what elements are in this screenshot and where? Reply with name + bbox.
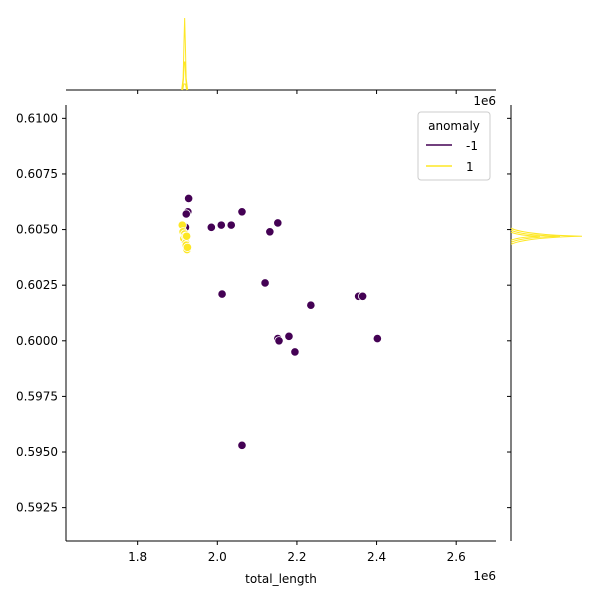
scatter-point bbox=[237, 207, 247, 217]
scatter-point bbox=[265, 227, 275, 237]
scatter-point bbox=[206, 222, 216, 232]
legend-frame bbox=[417, 111, 491, 181]
right-marginal-ticks bbox=[507, 117, 511, 509]
legend-title: anomaly bbox=[428, 119, 480, 133]
scatter-point bbox=[260, 278, 270, 288]
top-marginal-curves bbox=[181, 17, 189, 91]
top-marginal-kde-curve bbox=[182, 83, 188, 91]
legend-label-pos1: 1 bbox=[466, 160, 474, 174]
x-tick-label: 1.8 bbox=[128, 550, 147, 564]
x-tick-label: 2.2 bbox=[287, 550, 306, 564]
y-tick-label: 0.5925 bbox=[16, 501, 58, 515]
x-tick-label: 2.6 bbox=[447, 550, 466, 564]
scatter-point bbox=[182, 242, 193, 252]
x-offset-label: 1e6 bbox=[473, 569, 496, 583]
scatter-point bbox=[226, 220, 236, 230]
top-marginal-kde-curve bbox=[181, 61, 188, 91]
main-axes: 1.8 2.0 2.2 2.4 2.6 0.5925 0.5950 0.5975 0.6000… bbox=[16, 105, 496, 564]
x-tick-label: 2.0 bbox=[208, 550, 227, 564]
scatter-point bbox=[358, 291, 368, 301]
scatter-point bbox=[182, 231, 192, 241]
y-tick-label: 0.6075 bbox=[16, 167, 58, 181]
y-tick-label: 0.6025 bbox=[16, 278, 58, 292]
y-tick-label: 0.6000 bbox=[16, 334, 58, 348]
y-ticks: 0.5925 0.5950 0.5975 0.6000 0.6025 0.6050 0.60… bbox=[16, 111, 66, 515]
x-ticks: 1.8 2.0 2.2 2.4 2.6 bbox=[128, 541, 466, 564]
legend-label-neg1: -1 bbox=[466, 139, 478, 153]
right-marginal-kde-curve bbox=[510, 231, 541, 241]
scatter-point bbox=[372, 333, 382, 344]
scatter-point bbox=[237, 440, 247, 450]
y-tick-label: 0.6050 bbox=[16, 223, 58, 237]
scatter-point bbox=[181, 209, 191, 219]
scatter-point bbox=[216, 220, 226, 230]
scatter-point bbox=[184, 193, 194, 204]
top-marginal-kde-curve bbox=[181, 17, 189, 91]
scatter-points bbox=[177, 193, 382, 450]
y-offset-label: 1e6 bbox=[473, 94, 496, 108]
x-tick-label: 2.4 bbox=[367, 550, 386, 564]
scatter-point bbox=[274, 336, 284, 346]
scatter-point bbox=[273, 218, 283, 228]
legend: anomaly -1 1 bbox=[417, 111, 491, 181]
right-marginal-kde-curve bbox=[510, 229, 561, 243]
top-marginal bbox=[66, 17, 496, 94]
scatter-point bbox=[290, 347, 300, 357]
y-tick-label: 0.5975 bbox=[16, 389, 58, 403]
right-marginal-curves bbox=[510, 227, 583, 245]
top-marginal-ticks bbox=[137, 90, 457, 94]
x-axis-label: total_length bbox=[245, 572, 317, 586]
right-marginal bbox=[507, 105, 583, 541]
scatter-point bbox=[306, 300, 316, 310]
y-tick-label: 0.6100 bbox=[16, 111, 58, 125]
y-tick-label: 0.5950 bbox=[16, 445, 58, 459]
right-marginal-kde-curve bbox=[510, 227, 583, 245]
scatter-point bbox=[217, 289, 227, 299]
scatter-point bbox=[284, 331, 294, 341]
